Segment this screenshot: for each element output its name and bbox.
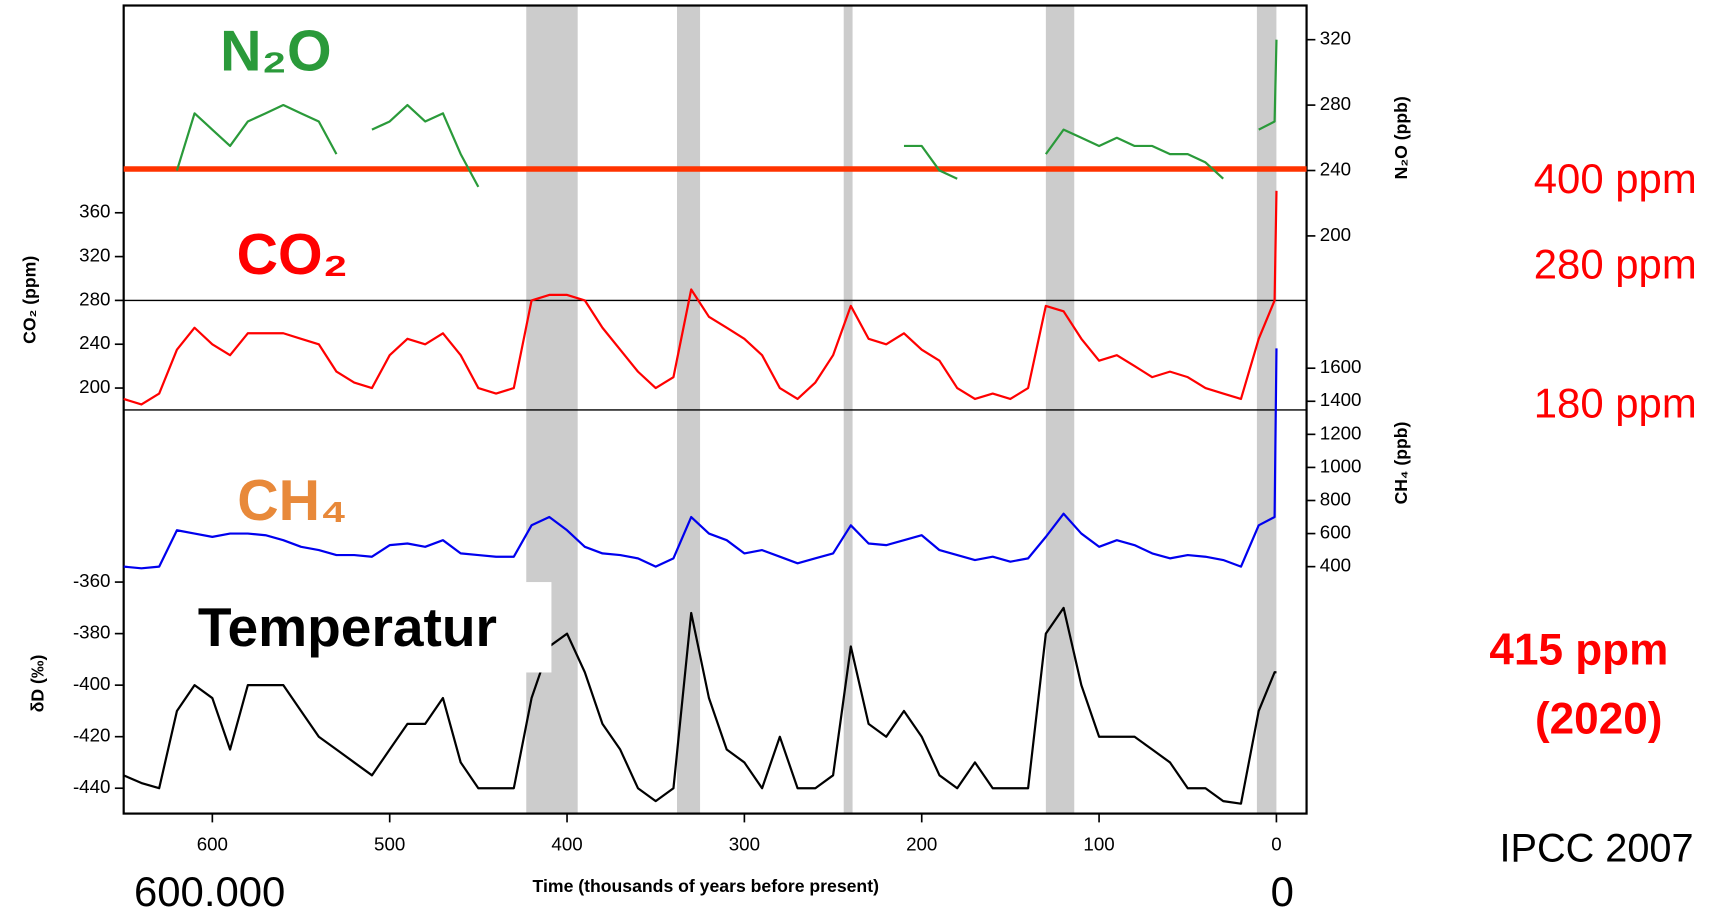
x-tick-label: 400 [551, 834, 582, 855]
y-tick-label: -380 [73, 622, 111, 643]
y-tick-label: -440 [73, 776, 111, 797]
y-tick-label: 400 [1320, 555, 1351, 576]
y-tick-label: 800 [1320, 488, 1351, 509]
annotation: (2020) [1535, 695, 1662, 744]
y-tick-label: 1600 [1320, 356, 1362, 377]
y-axis-label: CO₂ (ppm) [20, 256, 40, 344]
reference-label: 180 ppm [1534, 380, 1697, 427]
series-label: CO₂ [237, 223, 348, 287]
y-tick-label: 320 [79, 245, 110, 266]
series-label: CH₄ [237, 469, 347, 533]
x-tick-label: 500 [374, 834, 405, 855]
label-background [211, 225, 389, 293]
y-tick-label: -360 [73, 570, 111, 591]
annotation: IPCC 2007 [1499, 827, 1693, 871]
y-tick-label: 600 [1320, 522, 1351, 543]
y-tick-label: 360 [79, 201, 110, 222]
y-tick-label: 200 [1320, 224, 1351, 245]
series-line [123, 606, 1277, 805]
y-tick-label: 240 [79, 332, 110, 353]
annotation: 0 [1271, 868, 1294, 915]
x-tick-label: 200 [906, 834, 937, 855]
label-background [165, 582, 552, 673]
y-axis-label: δD (‰) [27, 655, 47, 713]
reference-label: 280 ppm [1534, 240, 1697, 287]
y-tick-label: -400 [73, 673, 111, 694]
series-label: N₂O [220, 19, 331, 83]
y-tick-label: 280 [79, 288, 110, 309]
y-tick-label: 320 [1320, 28, 1351, 49]
reference-label: 400 ppm [1534, 155, 1697, 202]
y-tick-label: 1400 [1320, 389, 1362, 410]
y-tick-label: 1200 [1320, 422, 1362, 443]
y-axis-label: CH₄ (ppb) [1391, 422, 1411, 505]
y-axis-label: N₂O (ppb) [1391, 96, 1411, 179]
series-line [123, 348, 1278, 570]
x-tick-label: 600 [197, 834, 228, 855]
x-tick-label: 300 [729, 834, 760, 855]
y-tick-label: 1000 [1320, 455, 1362, 476]
series-label: Temperatur [198, 596, 497, 658]
y-tick-label: 200 [79, 376, 110, 397]
series-line [175, 39, 1278, 188]
series-line [123, 190, 1278, 406]
y-tick-label: 280 [1320, 93, 1351, 114]
x-axis-label: Time (thousands of years before present) [533, 876, 879, 896]
y-tick-label: -420 [73, 725, 111, 746]
annotation: 415 ppm [1489, 625, 1668, 674]
x-tick-label: 0 [1271, 834, 1281, 855]
annotation: 600.000 [134, 868, 285, 915]
y-tick-label: 240 [1320, 158, 1351, 179]
x-tick-label: 100 [1083, 834, 1114, 855]
